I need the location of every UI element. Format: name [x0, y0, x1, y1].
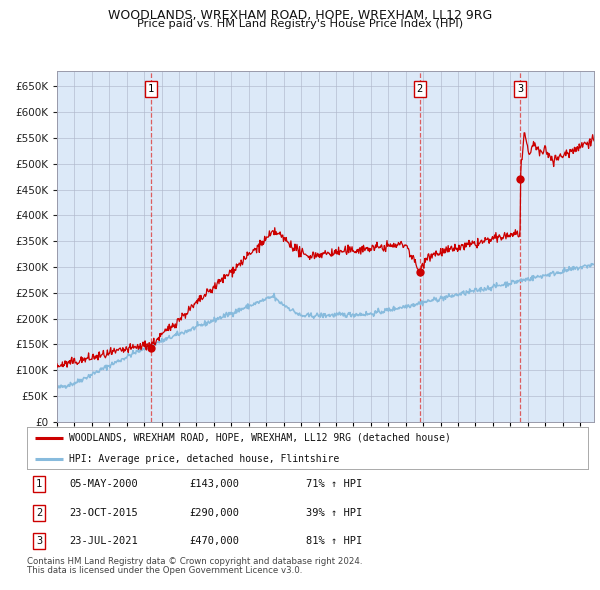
Text: This data is licensed under the Open Government Licence v3.0.: This data is licensed under the Open Gov…: [27, 566, 302, 575]
Text: 81% ↑ HPI: 81% ↑ HPI: [306, 536, 362, 546]
Text: 39% ↑ HPI: 39% ↑ HPI: [306, 508, 362, 517]
Text: £470,000: £470,000: [189, 536, 239, 546]
Text: 2: 2: [416, 84, 423, 94]
Text: 05-MAY-2000: 05-MAY-2000: [69, 480, 138, 489]
Text: 1: 1: [36, 480, 42, 489]
Text: WOODLANDS, WREXHAM ROAD, HOPE, WREXHAM, LL12 9RG: WOODLANDS, WREXHAM ROAD, HOPE, WREXHAM, …: [108, 9, 492, 22]
Text: 23-JUL-2021: 23-JUL-2021: [69, 536, 138, 546]
Text: 2: 2: [36, 508, 42, 517]
Text: 23-OCT-2015: 23-OCT-2015: [69, 508, 138, 517]
Text: Price paid vs. HM Land Registry's House Price Index (HPI): Price paid vs. HM Land Registry's House …: [137, 19, 463, 30]
Text: HPI: Average price, detached house, Flintshire: HPI: Average price, detached house, Flin…: [69, 454, 340, 464]
Text: WOODLANDS, WREXHAM ROAD, HOPE, WREXHAM, LL12 9RG (detached house): WOODLANDS, WREXHAM ROAD, HOPE, WREXHAM, …: [69, 432, 451, 442]
Text: £290,000: £290,000: [189, 508, 239, 517]
Text: 3: 3: [36, 536, 42, 546]
Text: 1: 1: [148, 84, 154, 94]
Text: £143,000: £143,000: [189, 480, 239, 489]
Text: 3: 3: [517, 84, 523, 94]
Text: 71% ↑ HPI: 71% ↑ HPI: [306, 480, 362, 489]
Text: Contains HM Land Registry data © Crown copyright and database right 2024.: Contains HM Land Registry data © Crown c…: [27, 558, 362, 566]
